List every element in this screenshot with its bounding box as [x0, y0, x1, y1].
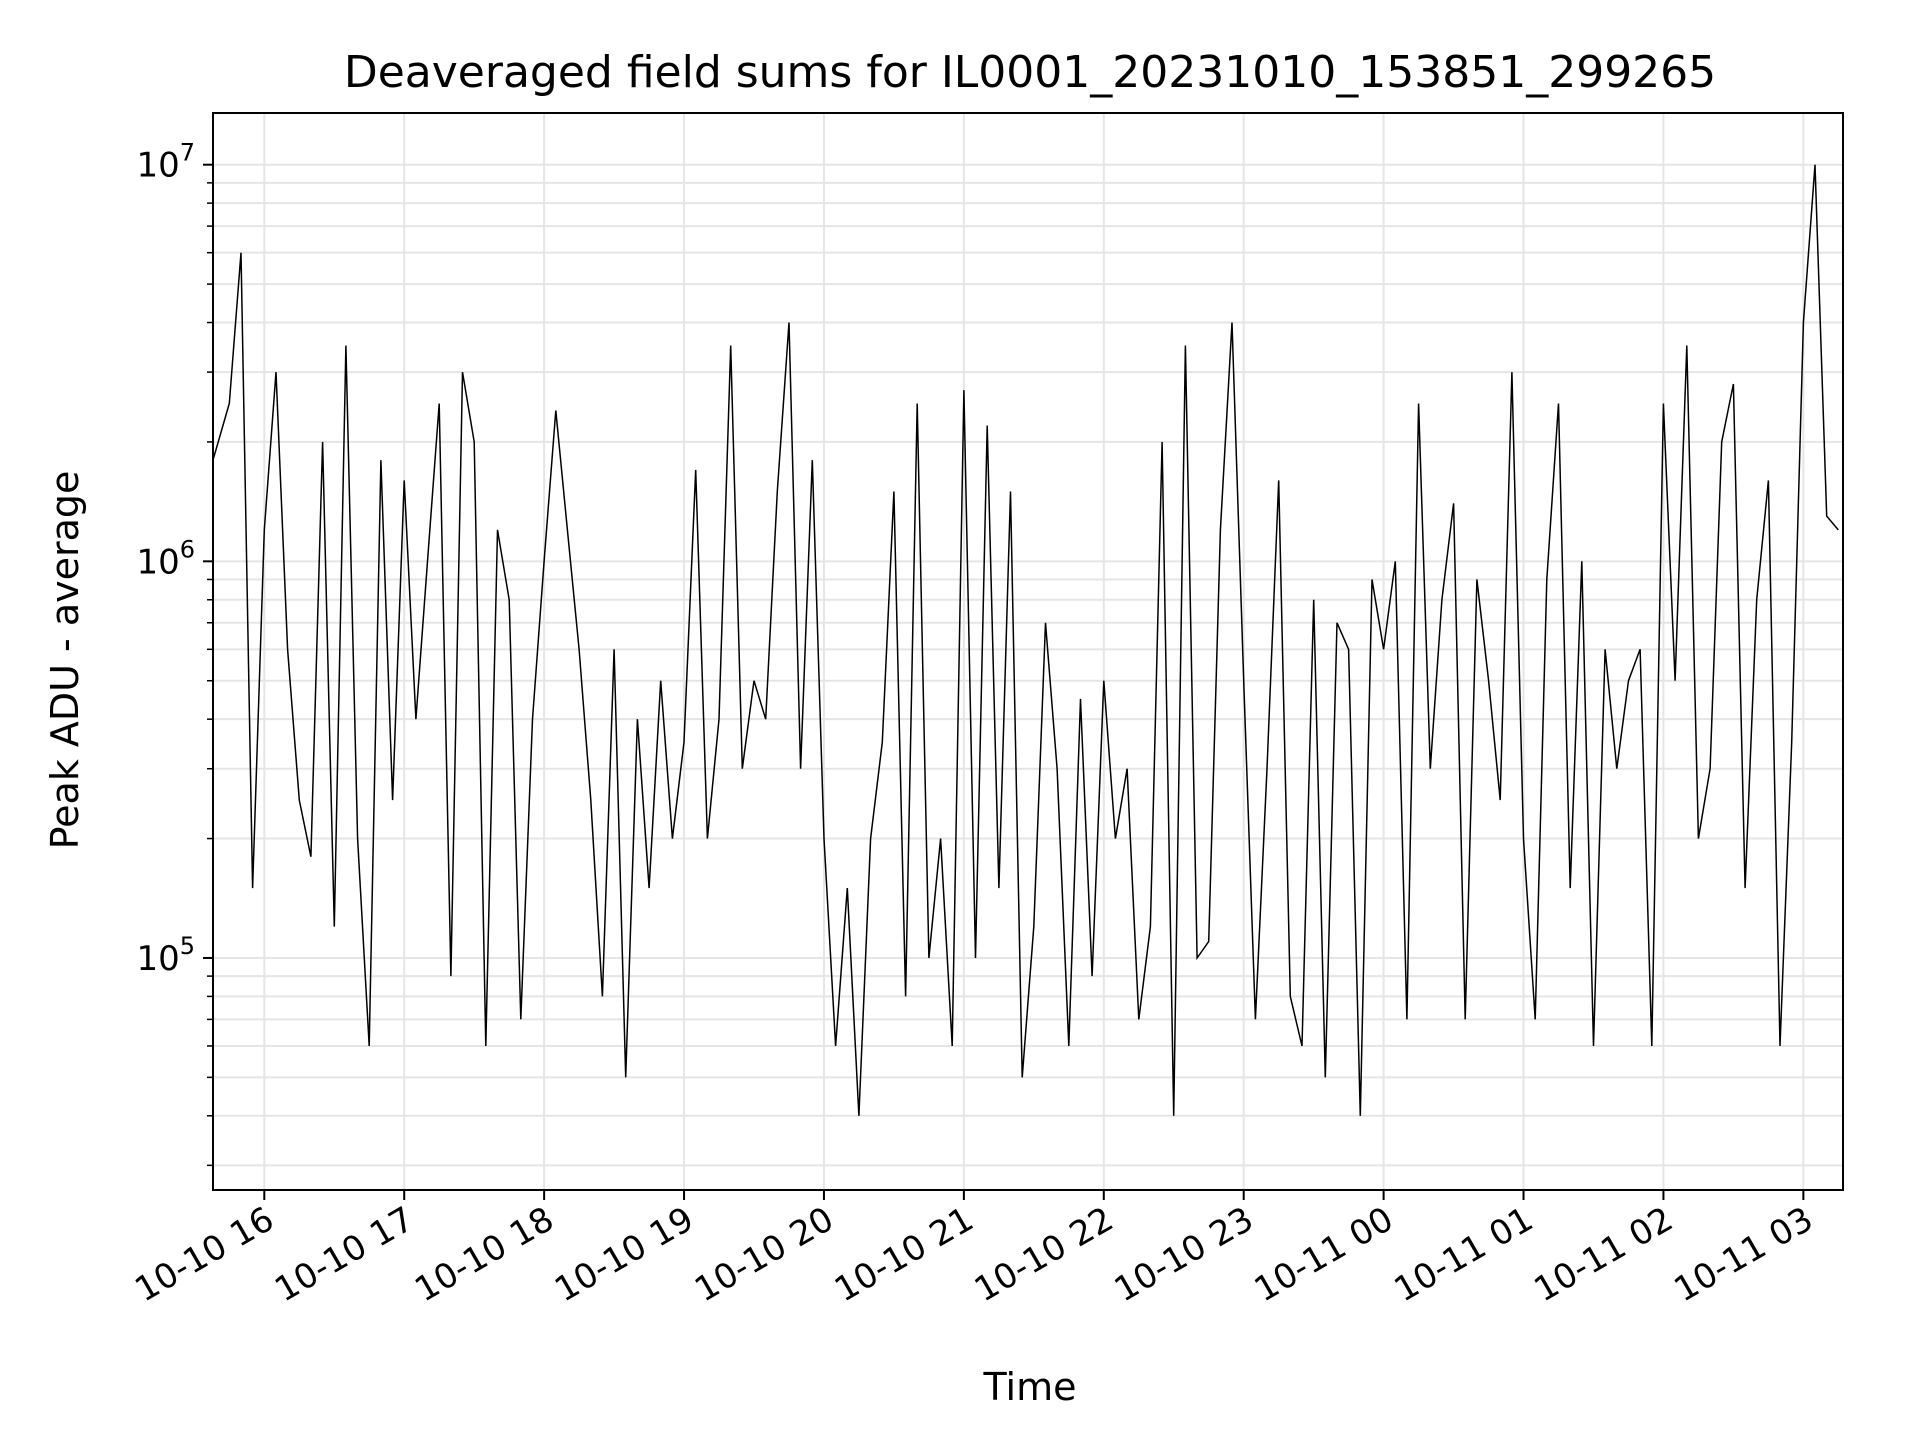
y-tick-label-exponent: 6: [180, 535, 195, 563]
y-tick-label: 107: [136, 139, 195, 186]
y-tick-label-base: 10: [136, 542, 179, 582]
y-tick-label-base: 10: [136, 939, 179, 979]
data-series: [212, 164, 1839, 1116]
y-tick-label-exponent: 7: [180, 139, 195, 167]
grid: [213, 113, 1843, 1190]
data-line: [212, 164, 1839, 1116]
y-tick-label: 106: [136, 535, 195, 582]
y-axis-label: Peak ADU - average: [43, 471, 87, 850]
chart-title: Deaveraged field sums for IL0001_2023101…: [344, 47, 1716, 98]
y-tick-label: 105: [136, 932, 195, 979]
plot-border: [212, 112, 1844, 1191]
y-tick-label-base: 10: [136, 146, 179, 186]
y-tick-label-exponent: 5: [180, 932, 195, 960]
x-axis-label: Time: [983, 1365, 1077, 1409]
plot-frame: [212, 112, 1844, 1191]
